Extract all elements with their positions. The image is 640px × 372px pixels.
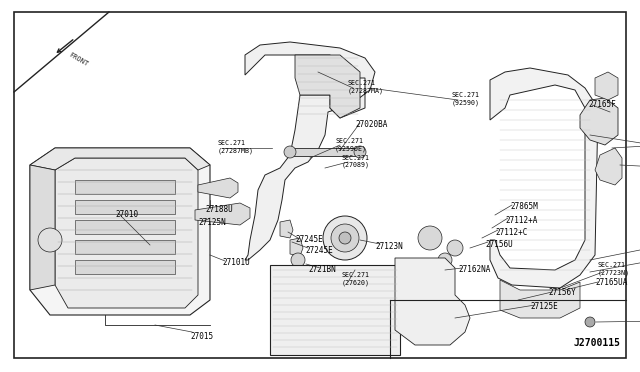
Circle shape xyxy=(447,240,463,256)
Text: 27125N: 27125N xyxy=(198,218,226,227)
Polygon shape xyxy=(295,55,360,118)
Polygon shape xyxy=(30,148,210,170)
Text: 27188U: 27188U xyxy=(205,205,233,214)
Bar xyxy=(75,180,175,194)
Polygon shape xyxy=(280,220,293,238)
Text: 27865M: 27865M xyxy=(510,202,538,211)
Text: J2700115: J2700115 xyxy=(573,338,620,348)
Polygon shape xyxy=(580,98,618,145)
Circle shape xyxy=(585,317,595,327)
Text: 27101U: 27101U xyxy=(222,258,250,267)
Text: 27162NA: 27162NA xyxy=(458,265,490,274)
Text: SEC.271
(27723N): SEC.271 (27723N) xyxy=(598,262,630,276)
Polygon shape xyxy=(55,158,198,308)
Polygon shape xyxy=(500,280,580,318)
Text: 27010: 27010 xyxy=(115,210,138,219)
Bar xyxy=(270,265,400,355)
Polygon shape xyxy=(198,178,238,198)
Bar xyxy=(75,240,175,254)
Text: 27156U: 27156U xyxy=(485,240,513,249)
Text: 27020BA: 27020BA xyxy=(355,120,387,129)
Bar xyxy=(75,200,175,214)
Text: 27165F: 27165F xyxy=(588,100,616,109)
Text: FRONT: FRONT xyxy=(68,52,90,68)
Text: 27245E: 27245E xyxy=(295,235,323,244)
Text: SEC.271
(92590): SEC.271 (92590) xyxy=(452,92,480,106)
Text: 27125E: 27125E xyxy=(530,302,557,311)
Circle shape xyxy=(291,253,305,267)
Text: 27112+C: 27112+C xyxy=(495,228,527,237)
Text: SEC.271
(92590E): SEC.271 (92590E) xyxy=(335,138,367,151)
Circle shape xyxy=(354,146,366,158)
Polygon shape xyxy=(30,148,210,315)
Text: 27015: 27015 xyxy=(190,332,213,341)
Circle shape xyxy=(38,228,62,252)
Polygon shape xyxy=(490,68,598,288)
Polygon shape xyxy=(245,42,375,260)
Text: SEC.271
(27089): SEC.271 (27089) xyxy=(342,155,370,169)
Circle shape xyxy=(284,146,296,158)
Circle shape xyxy=(323,216,367,260)
Circle shape xyxy=(438,253,452,267)
Text: 27165UA: 27165UA xyxy=(595,278,627,287)
Text: 27245E: 27245E xyxy=(305,246,333,255)
Bar xyxy=(290,148,360,156)
Bar xyxy=(75,260,175,274)
Polygon shape xyxy=(595,72,618,100)
Text: 27112+A: 27112+A xyxy=(505,216,538,225)
Polygon shape xyxy=(290,238,303,256)
Circle shape xyxy=(418,226,442,250)
Polygon shape xyxy=(595,148,622,185)
Text: SEC.271
(27287MA): SEC.271 (27287MA) xyxy=(348,80,384,93)
Text: 27156Y: 27156Y xyxy=(548,288,576,297)
Text: 2721BN: 2721BN xyxy=(308,265,336,274)
Circle shape xyxy=(339,232,351,244)
Polygon shape xyxy=(195,203,250,225)
Text: SEC.271
(27287MB): SEC.271 (27287MB) xyxy=(218,140,254,154)
Text: 27123N: 27123N xyxy=(375,242,403,251)
Bar xyxy=(75,220,175,234)
Polygon shape xyxy=(30,165,55,290)
Text: SEC.271
(27620): SEC.271 (27620) xyxy=(342,272,370,285)
Polygon shape xyxy=(395,258,470,345)
Circle shape xyxy=(331,224,359,252)
